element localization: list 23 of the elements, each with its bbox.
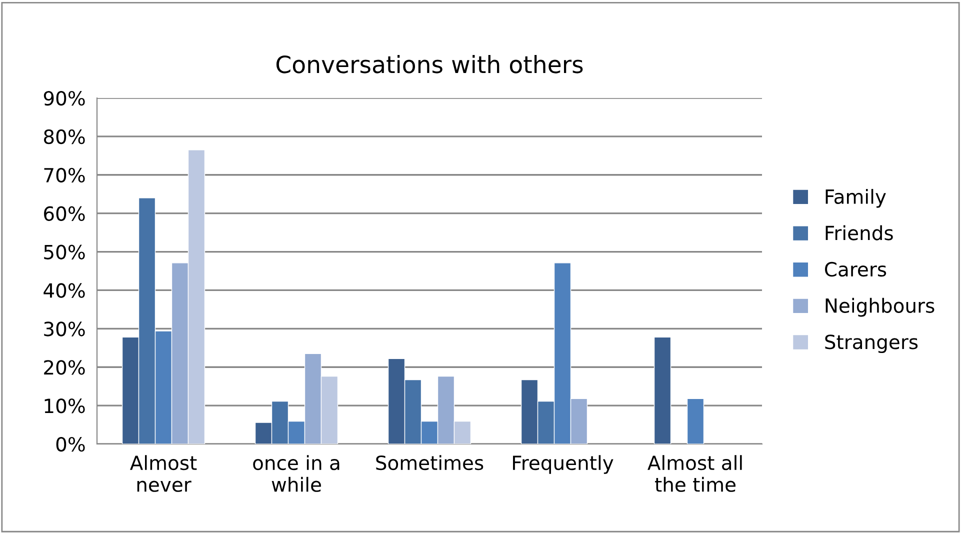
legend-label: Strangers xyxy=(825,334,918,354)
y-tick-label: 10% xyxy=(44,398,85,414)
y-tick-label: 60% xyxy=(44,206,85,221)
x-tick-label: Sometimes xyxy=(376,455,484,470)
legend-label: Friends xyxy=(826,225,893,240)
bar xyxy=(654,336,672,444)
chart-title: Conversations with others xyxy=(276,55,583,74)
y-tick-label: 90% xyxy=(44,90,85,106)
legend-label: Carers xyxy=(825,262,886,277)
y-tick-label: 80% xyxy=(44,129,85,144)
x-tick-label: Almost never xyxy=(130,455,197,492)
x-tick-label: once in a while xyxy=(253,455,340,492)
legend-label: Family xyxy=(826,188,886,208)
y-tick-label: 40% xyxy=(44,283,85,298)
bar xyxy=(686,398,704,444)
y-tick-label: 0% xyxy=(56,436,85,452)
legend-label: Neighbours xyxy=(826,298,934,317)
x-tick-label: Frequently xyxy=(513,455,614,474)
y-tick-label: 50% xyxy=(44,244,85,260)
y-tick-label: 30% xyxy=(44,322,85,336)
y-tick-label: 70% xyxy=(44,168,85,183)
y-tick-label: 20% xyxy=(44,360,85,375)
x-tick-label: Almost all the time xyxy=(648,455,742,492)
